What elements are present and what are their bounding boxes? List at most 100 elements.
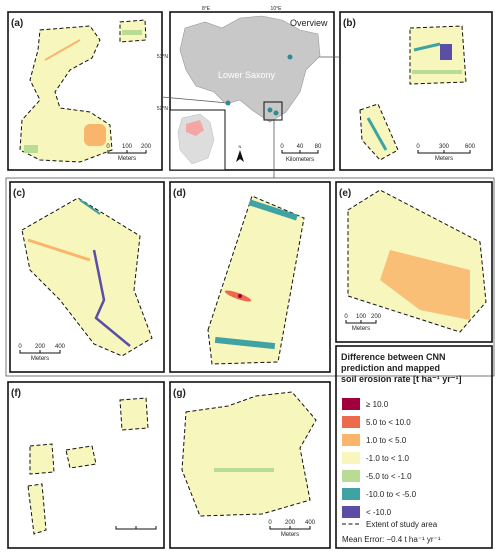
site bbox=[287, 54, 293, 60]
panel-frame bbox=[339, 11, 493, 171]
map-patch bbox=[412, 70, 462, 74]
overview-frame bbox=[169, 11, 335, 171]
map-patch bbox=[214, 336, 276, 350]
scale-label: 100 bbox=[356, 314, 367, 320]
legend-title: prediction and mapped bbox=[341, 363, 440, 373]
study-box bbox=[263, 101, 283, 121]
scale-label: 200 bbox=[285, 520, 296, 526]
map-patch bbox=[27, 238, 91, 262]
connector bbox=[161, 96, 229, 104]
legend-swatch bbox=[342, 470, 360, 482]
lat-label: 53°N bbox=[157, 54, 169, 60]
scale-label: 400 bbox=[305, 520, 316, 526]
scale-label: 600 bbox=[465, 144, 476, 150]
study-area bbox=[207, 195, 305, 365]
study-area bbox=[409, 25, 467, 85]
panel-label: (d) bbox=[173, 188, 186, 199]
scale-unit: Meters bbox=[118, 156, 136, 162]
scale-unit: Meters bbox=[281, 532, 299, 538]
panel-label: (f) bbox=[11, 388, 21, 399]
site bbox=[267, 107, 273, 113]
scale-label: 200 bbox=[371, 314, 382, 320]
legend-label: Extent of study area bbox=[366, 520, 438, 529]
overview-title: Overview bbox=[290, 18, 328, 28]
legend-swatch bbox=[342, 434, 360, 446]
scale-unit: Meters bbox=[31, 356, 49, 362]
panel-frame bbox=[169, 181, 331, 373]
map-patch bbox=[79, 199, 101, 215]
scale-label: 80 bbox=[315, 144, 322, 150]
legend-swatch bbox=[342, 488, 360, 500]
scale-bar bbox=[269, 526, 311, 530]
panel-label: (c) bbox=[13, 188, 25, 199]
scale-label: 0 bbox=[416, 144, 420, 150]
scale-bar bbox=[345, 320, 377, 324]
study-area bbox=[21, 197, 153, 357]
site bbox=[273, 110, 279, 116]
legend-frame bbox=[335, 345, 493, 549]
legend-label: -10.0 to < -5.0 bbox=[366, 490, 417, 499]
scale-unit: Meters bbox=[435, 156, 453, 162]
region-label: Lower Saxony bbox=[218, 70, 276, 80]
study-area bbox=[181, 391, 317, 517]
group-frame bbox=[5, 177, 495, 377]
panel-frame bbox=[335, 181, 493, 343]
scale-unit: Kilometers bbox=[286, 157, 314, 163]
scale-label: 0 bbox=[18, 344, 22, 350]
map-patch bbox=[366, 117, 388, 151]
panel-frame bbox=[169, 381, 331, 549]
lower-saxony-inset bbox=[186, 120, 204, 136]
scale-label: 0 bbox=[106, 144, 110, 150]
panel-frame bbox=[7, 11, 163, 171]
legend-swatch bbox=[342, 506, 360, 518]
scale-label: 200 bbox=[35, 344, 46, 350]
map-patch bbox=[44, 39, 81, 61]
legend-label: 5.0 to < 10.0 bbox=[366, 418, 411, 427]
north-arrow bbox=[236, 150, 244, 162]
panel-label: (b) bbox=[343, 18, 356, 29]
legend-swatch bbox=[342, 452, 360, 464]
scale-label: 100 bbox=[122, 144, 133, 150]
legend-title: soil erosion rate [t ha⁻¹ yr⁻¹] bbox=[341, 374, 462, 384]
lon-label: 8°E bbox=[202, 6, 211, 12]
study-area bbox=[65, 445, 97, 469]
panel-label: (a) bbox=[11, 18, 23, 29]
study-area bbox=[29, 443, 55, 475]
legend-label: -1.0 to < 1.0 bbox=[366, 454, 409, 463]
panel-frame bbox=[7, 381, 165, 549]
legend-title: Difference between CNN bbox=[341, 352, 446, 362]
scale-label: 200 bbox=[141, 144, 152, 150]
map-patch bbox=[413, 42, 441, 52]
legend-label: 1.0 to < 5.0 bbox=[366, 436, 407, 445]
map-patch bbox=[440, 44, 452, 60]
study-area bbox=[27, 483, 47, 535]
panel-label: (g) bbox=[173, 388, 186, 399]
scale-bar bbox=[115, 526, 157, 530]
scale-unit: Meters bbox=[352, 326, 370, 332]
scale-label: 300 bbox=[439, 144, 450, 150]
study-area bbox=[119, 397, 149, 431]
lon-label: 10°E bbox=[271, 6, 283, 12]
scale-bar bbox=[107, 150, 147, 154]
scale-label: 400 bbox=[55, 344, 66, 350]
scale-bar bbox=[417, 150, 471, 154]
site bbox=[225, 100, 231, 106]
scale-bar bbox=[19, 350, 61, 354]
map-patch bbox=[214, 468, 274, 472]
map-patch bbox=[248, 199, 298, 221]
scale-label: 40 bbox=[297, 144, 304, 150]
map-patch bbox=[84, 124, 106, 146]
panel-label: (e) bbox=[339, 188, 351, 199]
legend-swatch bbox=[342, 398, 360, 410]
scale-bar bbox=[281, 150, 319, 154]
scale-label: 0 bbox=[280, 144, 284, 150]
map-patch bbox=[92, 249, 131, 347]
map-patch bbox=[122, 30, 142, 35]
map-patch bbox=[24, 145, 38, 153]
legend-swatch bbox=[342, 416, 360, 428]
north-label: N bbox=[239, 144, 242, 149]
lat-label: 52°N bbox=[157, 106, 169, 112]
legend-label: < -10.0 bbox=[366, 508, 392, 517]
study-area bbox=[359, 103, 399, 161]
